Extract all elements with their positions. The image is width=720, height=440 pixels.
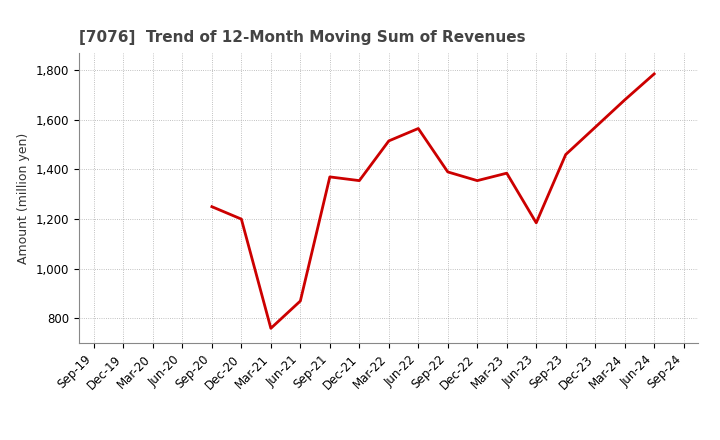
Text: [7076]  Trend of 12-Month Moving Sum of Revenues: [7076] Trend of 12-Month Moving Sum of R…: [79, 29, 526, 45]
Y-axis label: Amount (million yen): Amount (million yen): [17, 132, 30, 264]
